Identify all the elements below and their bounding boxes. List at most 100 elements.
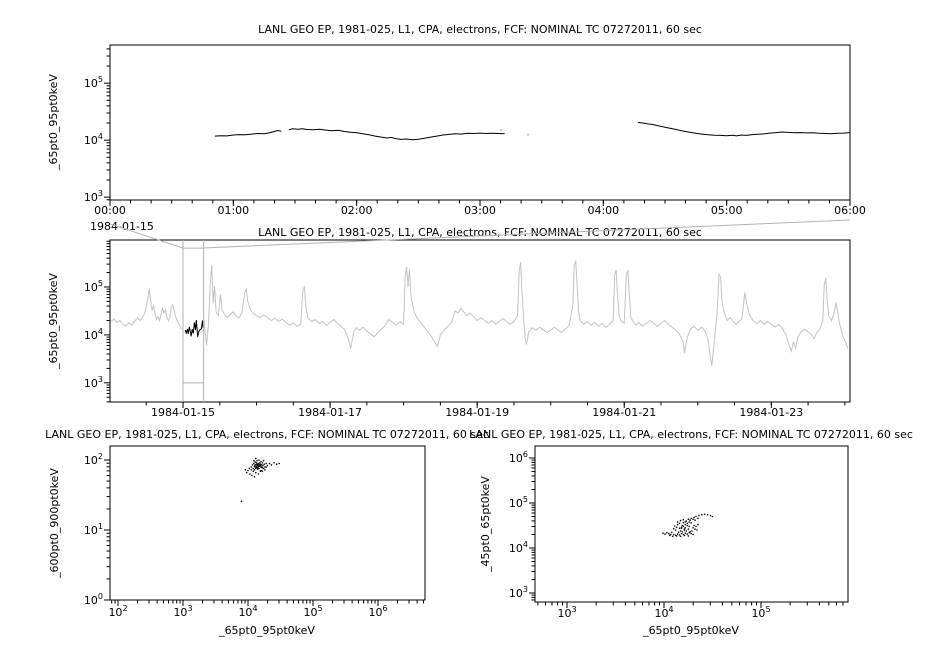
tick-label: 104 — [654, 605, 673, 620]
point-cluster — [253, 462, 255, 465]
point-cluster — [263, 463, 266, 466]
point-tangle — [673, 525, 676, 527]
point-tangle — [688, 521, 690, 523]
point-tangle — [689, 519, 691, 521]
x-tick-label: 06:00 — [834, 204, 866, 217]
scatter-600-900-plot: LANL GEO EP, 1981-025, L1, CPA, electron… — [45, 428, 489, 637]
tick-label: 104 — [84, 132, 103, 147]
scatter2-plot-title: LANL GEO EP, 1981-025, L1, CPA, electron… — [469, 428, 913, 441]
point-tangle — [701, 513, 703, 516]
point-tangle — [689, 531, 691, 533]
detail-y-axis-label: _65pt0_95pt0keV — [47, 74, 60, 171]
x-tick-label: 1984-01-19 — [445, 406, 509, 419]
x-tick-label: 00:00 — [94, 204, 126, 217]
point-tangle — [679, 530, 682, 532]
point-tangle — [687, 518, 690, 520]
scatter1-y-axis-label: _600pt0_900pt0keV — [48, 468, 61, 579]
point-cluster — [264, 466, 266, 468]
point-cluster — [251, 474, 253, 477]
point-tangle — [672, 533, 675, 536]
tick-label: 105 — [303, 604, 322, 619]
point-tangle — [693, 516, 695, 519]
point-tangle — [688, 525, 690, 528]
tick-label: 106 — [368, 604, 387, 619]
point-tangle — [692, 533, 694, 536]
point-tangle — [669, 534, 671, 537]
plot-area[interactable] — [109, 239, 851, 403]
point-tangle — [698, 514, 700, 517]
point-cluster — [270, 464, 273, 466]
point-cluster — [256, 463, 259, 466]
point-cluster — [244, 469, 247, 471]
plot-area[interactable] — [534, 445, 849, 603]
point-tangle — [677, 531, 680, 534]
point-tangle — [683, 528, 686, 530]
point-tangle — [680, 532, 683, 535]
tick-label: 101 — [84, 522, 103, 537]
point-stray-points — [499, 129, 503, 132]
point-cluster — [260, 466, 263, 468]
tick-label: 104 — [238, 604, 257, 619]
point-cluster — [255, 466, 258, 468]
point-tangle — [671, 531, 673, 534]
series-context-gray-2 — [203, 260, 849, 367]
point-tangle — [684, 527, 687, 529]
point-tangle — [684, 532, 687, 534]
point-cluster — [258, 465, 260, 468]
point-cluster — [261, 462, 264, 464]
point-cluster — [252, 470, 254, 473]
point-tangle — [664, 533, 666, 535]
point-cluster — [256, 459, 258, 462]
series-highlighted-segment — [184, 319, 204, 337]
scatter2-x-axis-label: _65pt0_95pt0keV — [642, 624, 739, 637]
point-cluster — [253, 459, 255, 462]
series-context-gray — [110, 288, 183, 330]
point-tangle — [671, 535, 674, 538]
tick-label: 103 — [84, 189, 103, 204]
detail-plot-title: LANL GEO EP, 1981-025, L1, CPA, electron… — [258, 23, 702, 36]
plot-area[interactable] — [109, 44, 851, 201]
zoom-indicator-overlay[interactable] — [109, 219, 851, 402]
point-tangle — [693, 524, 695, 527]
x-tick-label: 04:00 — [587, 204, 619, 217]
point-tangle — [686, 524, 689, 527]
point-tangle — [706, 513, 709, 516]
point-cluster — [262, 464, 264, 467]
tick-label: 103 — [557, 605, 576, 620]
point-tangle — [676, 521, 679, 523]
point-tangle — [711, 515, 714, 518]
point-tangle — [678, 534, 681, 536]
zoom-connector-line — [109, 223, 184, 249]
point-cluster — [250, 469, 252, 471]
point-cluster — [259, 464, 262, 467]
point-tangle — [679, 535, 682, 538]
point-cluster — [249, 473, 251, 475]
point-cluster — [254, 461, 256, 463]
tick-label: 105 — [84, 279, 103, 294]
point-cluster — [247, 469, 249, 472]
x-tick-label: 05:00 — [711, 204, 743, 217]
point-tangle — [679, 519, 682, 522]
context-y-axis-label: _65pt0_95pt0keV — [47, 273, 60, 370]
series-segment-1a — [214, 129, 282, 137]
point-cluster — [273, 462, 275, 464]
point-cluster — [245, 471, 248, 474]
point-tangle — [678, 527, 681, 529]
scatter2-y-axis-label: _45pt0_65pt0keV — [479, 476, 492, 573]
point-cluster — [260, 464, 263, 466]
point-cluster — [278, 462, 281, 465]
point-tangle — [682, 522, 685, 524]
point-tangle — [687, 535, 690, 537]
point-cluster — [256, 464, 259, 467]
point-stray-points — [527, 133, 530, 136]
point-cluster — [255, 467, 257, 470]
tick-label: 106 — [509, 450, 528, 465]
point-tangle — [691, 530, 693, 532]
point-tangle — [690, 522, 692, 524]
plot-area[interactable] — [109, 445, 426, 601]
point-tangle — [678, 522, 681, 525]
point-tangle — [681, 531, 684, 533]
point-tangle — [686, 533, 689, 535]
point-tangle — [668, 532, 670, 535]
